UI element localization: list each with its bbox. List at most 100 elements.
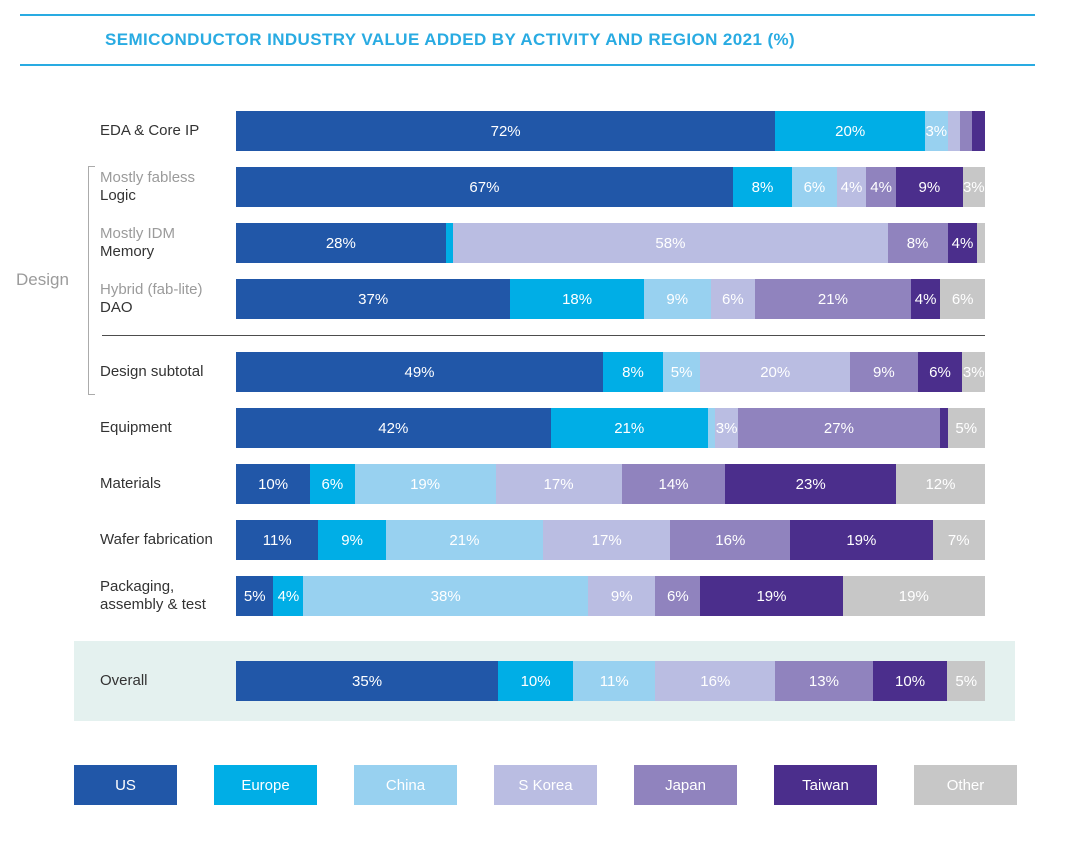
- bar-segment-japan: 14%: [621, 464, 726, 504]
- segment-value: 11%: [262, 531, 292, 549]
- bar-segment-other: 5%: [947, 661, 985, 701]
- stacked-bar: 72% 20% 3%: [236, 111, 985, 151]
- segment-value: 10%: [258, 475, 289, 493]
- stacked-bar: 37% 18% 9% 6% 21% 4% 6%: [236, 279, 985, 319]
- stacked-bar: 49% 8% 5% 20% 9% 6% 3%: [236, 352, 985, 392]
- bar-segment-taiwan: 23%: [725, 464, 896, 504]
- segment-value: 3%: [962, 178, 985, 196]
- segment-value: 19%: [898, 587, 929, 605]
- bar-segment-taiwan: 4%: [910, 279, 941, 319]
- bar-segment-us: 5%: [236, 576, 274, 616]
- bar-segment-europe: 6%: [310, 464, 355, 504]
- bar-segment-china: 6%: [792, 167, 837, 207]
- bar-segment-s-korea: 58%: [453, 223, 888, 263]
- bar-segment-s-korea: 16%: [655, 661, 776, 701]
- legend-label: Japan: [665, 776, 706, 794]
- row-label-text: Materials: [100, 475, 161, 492]
- row-label-text: Design subtotal: [100, 363, 204, 380]
- legend-label: Europe: [241, 776, 290, 794]
- segment-value: 10%: [520, 672, 551, 690]
- chart-row-memory: Mostly IDM Memory 28% 58% 8% 4%: [0, 223, 1080, 263]
- bar-segment-us: 72%: [236, 111, 776, 151]
- bar-segment-europe: 8%: [603, 352, 663, 392]
- stacked-bar: 11% 9% 21% 17% 16% 19% 7%: [236, 520, 985, 560]
- segment-value: 49%: [404, 363, 435, 381]
- design-group-label: Design: [16, 270, 69, 289]
- bar-segment-japan: [960, 111, 973, 151]
- segment-value: 16%: [715, 531, 746, 549]
- segment-value: 6%: [951, 290, 974, 308]
- segment-value: 9%: [918, 178, 941, 196]
- bar-segment-china: 21%: [385, 520, 544, 560]
- bar-segment-s-korea: 6%: [710, 279, 756, 319]
- design-subtotal-divider: [102, 335, 985, 336]
- segment-value: 3%: [715, 419, 738, 437]
- segment-value: 28%: [325, 234, 356, 252]
- segment-value: 6%: [721, 290, 744, 308]
- row-label: Materials: [0, 464, 236, 504]
- bar-segment-us: 42%: [236, 408, 551, 448]
- bar-segment-us: 49%: [236, 352, 603, 392]
- segment-value: 4%: [840, 178, 863, 196]
- row-label-text: Wafer fabrication: [100, 531, 213, 548]
- segment-value: 6%: [803, 178, 826, 196]
- segment-value: 7%: [947, 531, 970, 549]
- bar-segment-europe: [445, 223, 454, 263]
- bar-segment-china: [707, 408, 716, 448]
- segment-value: 5%: [243, 587, 266, 605]
- chart-row-design-subtotal: Design subtotal 49% 8% 5% 20% 9% 6% 3%: [0, 352, 1080, 392]
- chart-rows: EDA & Core IP 72% 20% 3% Mostly fabless Logic…: [0, 111, 1080, 721]
- chart-row-eda-core-ip: EDA & Core IP 72% 20% 3%: [0, 111, 1080, 151]
- row-label-text: Equipment: [100, 419, 172, 436]
- bar-segment-europe: 8%: [732, 167, 793, 207]
- bar-segment-other: 12%: [895, 464, 985, 504]
- chart-header: SEMICONDUCTOR INDUSTRY VALUE ADDED BY AC…: [20, 14, 1035, 66]
- bar-segment-s-korea: 9%: [588, 576, 656, 616]
- segment-value: 11%: [599, 672, 629, 690]
- design-group-bracket: [88, 166, 95, 395]
- row-label: EDA & Core IP: [0, 111, 236, 151]
- bar-segment-other: [977, 223, 985, 263]
- row-label: Overall: [74, 661, 236, 701]
- chart-row-packaging-assembly-test: Packaging, assembly & test 5% 4% 38% 9% 6% 19%…: [0, 576, 1080, 616]
- segment-value: 9%: [341, 531, 363, 549]
- bar-segment-taiwan: [940, 408, 948, 448]
- segment-value: 20%: [835, 122, 866, 140]
- segment-value: 4%: [870, 178, 892, 196]
- bar-segment-taiwan: 4%: [947, 223, 978, 263]
- stacked-bar: 67% 8% 6% 4% 4% 9% 3%: [236, 167, 985, 207]
- chart-row-materials: Materials 10% 6% 19% 17% 14% 23% 12%: [0, 464, 1080, 504]
- row-sublabel: Mostly fabless: [100, 169, 196, 186]
- bar-segment-europe: 9%: [318, 520, 386, 560]
- legend-label: US: [115, 776, 136, 794]
- bar-segment-japan: 13%: [775, 661, 873, 701]
- bar-segment-taiwan: 6%: [917, 352, 963, 392]
- legend-label: China: [385, 776, 426, 794]
- segment-value: 20%: [760, 363, 791, 381]
- segment-value: 5%: [955, 672, 978, 690]
- bar-segment-other: 7%: [932, 520, 985, 560]
- segment-value: 67%: [469, 178, 500, 196]
- stacked-bar: 5% 4% 38% 9% 6% 19% 19%: [236, 576, 985, 616]
- legend-item-europe: Europe: [214, 765, 317, 805]
- bar-segment-other: 3%: [962, 352, 985, 392]
- legend-item-taiwan: Taiwan: [774, 765, 877, 805]
- segment-value: 42%: [378, 419, 409, 437]
- legend-item-s-korea: S Korea: [494, 765, 597, 805]
- segment-value: 10%: [895, 672, 926, 690]
- bar-segment-japan: 8%: [887, 223, 948, 263]
- segment-value: 3%: [925, 122, 948, 140]
- bar-segment-europe: 21%: [550, 408, 708, 448]
- chart-area: Design EDA & Core IP 72% 20% 3% Mostly fable…: [0, 111, 1080, 805]
- row-label: Mostly IDM Memory: [0, 223, 236, 263]
- chart-row-dao: Hybrid (fab-lite) DAO 37% 18% 9% 6% 21% 4% 6%: [0, 279, 1080, 319]
- row-sublabel: Mostly IDM: [100, 225, 175, 242]
- segment-value: 19%: [756, 587, 787, 605]
- row-label: Hybrid (fab-lite) DAO: [0, 279, 236, 319]
- row-label: Design subtotal: [0, 352, 236, 392]
- segment-value: 37%: [358, 290, 389, 308]
- segment-value: 4%: [277, 587, 300, 605]
- bar-segment-s-korea: 4%: [836, 167, 867, 207]
- bar-segment-us: 10%: [236, 464, 311, 504]
- bar-segment-taiwan: 19%: [700, 576, 843, 616]
